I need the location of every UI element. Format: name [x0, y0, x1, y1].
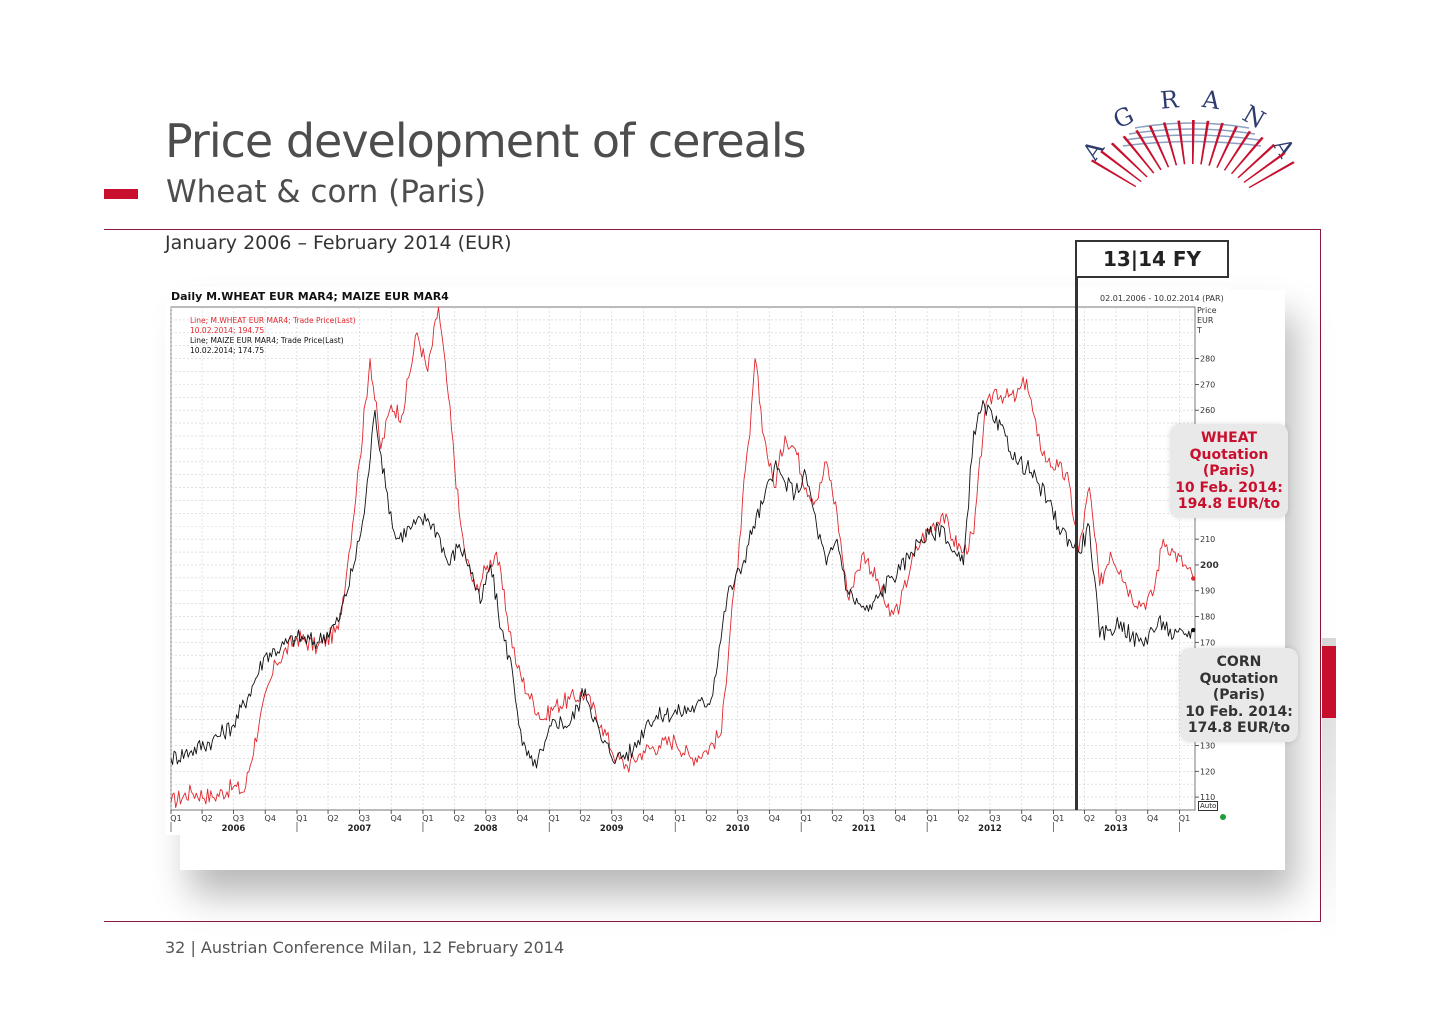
- y-tick-label: 120: [1200, 767, 1215, 776]
- callout-line: 194.8 EUR/to: [1177, 496, 1281, 512]
- x-quarter-label: Q2: [201, 814, 212, 823]
- x-quarter-label: Q3: [611, 814, 622, 823]
- series-last-point: [1191, 627, 1196, 633]
- x-quarter-label: Q2: [958, 814, 969, 823]
- y-tick-label: 200: [1200, 561, 1219, 571]
- period-label: January 2006 – February 2014 (EUR): [165, 232, 512, 254]
- y-tick-label: 110: [1200, 793, 1215, 802]
- x-quarter-label: Q2: [1084, 814, 1095, 823]
- frame-top-rule: [104, 229, 1321, 230]
- callout-line: 10 Feb. 2014:: [1175, 479, 1283, 496]
- y-tick-label: 260: [1200, 406, 1215, 415]
- fy-label-box: 13|14 FY: [1075, 240, 1229, 278]
- x-quarter-label: Q1: [170, 814, 181, 823]
- x-quarter-label: Q4: [390, 814, 401, 823]
- x-quarter-label: Q4: [769, 814, 780, 823]
- legend-entry-value: 10.02.2014; 194.75: [190, 326, 264, 335]
- x-quarter-label: Q1: [1053, 814, 1064, 823]
- x-quarter-label: Q1: [1179, 814, 1190, 823]
- callout-line: (Paris): [1202, 463, 1256, 479]
- legend-entry: Line; M.WHEAT EUR MAR4; Trade Price(Last…: [190, 316, 356, 325]
- page-title: Price development of cereals: [165, 114, 807, 168]
- y-axis-unit: Price EUR T: [1197, 306, 1217, 336]
- y-tick-label: 210: [1200, 535, 1215, 544]
- x-quarter-label: Q4: [1147, 814, 1158, 823]
- callout-line: CORN: [1216, 654, 1262, 670]
- y-tick-label: 130: [1200, 742, 1215, 751]
- x-quarter-label: Q2: [454, 814, 465, 823]
- logo-letter: A: [1200, 85, 1223, 115]
- x-quarter-label: Q1: [926, 814, 937, 823]
- logo-letter: R: [1159, 85, 1180, 115]
- page-subtitle: Wheat & corn (Paris): [166, 174, 487, 210]
- frame-right-rule: [1320, 229, 1321, 922]
- x-quarter-label: Q3: [485, 814, 496, 823]
- x-quarter-label: Q2: [832, 814, 843, 823]
- x-quarter-label: Q3: [233, 814, 244, 823]
- x-quarter-label: Q3: [737, 814, 748, 823]
- auto-scale-button[interactable]: Auto: [1198, 801, 1219, 811]
- x-quarter-label: Q1: [422, 814, 433, 823]
- x-quarter-label: Q3: [989, 814, 1000, 823]
- wheat-callout: WHEAT Quotation (Paris) 10 Feb. 2014: 19…: [1170, 424, 1288, 518]
- x-quarter-label: Q4: [895, 814, 906, 823]
- callout-line: (Paris): [1212, 687, 1266, 703]
- corn-callout: CORN Quotation (Paris) 10 Feb. 2014: 174…: [1180, 648, 1298, 742]
- chart-date-range: 02.01.2006 - 10.02.2014 (PAR): [1100, 294, 1224, 303]
- y-unit-line: EUR: [1197, 316, 1214, 325]
- callout-line: 174.8 EUR/to: [1187, 720, 1291, 736]
- legend-entry-value: 10.02.2014; 174.75: [190, 346, 264, 355]
- footer-text: 32 | Austrian Conference Milan, 12 Febru…: [165, 938, 565, 957]
- series-line-wheat: [170, 306, 1194, 809]
- series-line-maize: [170, 399, 1194, 769]
- y-tick-label: 180: [1200, 613, 1215, 622]
- agrana-logo: AGR A NA: [1085, 85, 1300, 189]
- x-year-label: 2008: [474, 824, 498, 834]
- subtitle-marker: [104, 189, 138, 199]
- x-quarter-label: Q4: [517, 814, 528, 823]
- x-quarter-label: Q2: [580, 814, 591, 823]
- x-year-label: 2007: [348, 824, 372, 834]
- x-quarter-label: Q2: [706, 814, 717, 823]
- x-year-label: 2013: [1104, 824, 1128, 834]
- right-accent-bar: [1322, 646, 1336, 718]
- x-quarter-label: Q1: [675, 814, 686, 823]
- x-quarter-label: Q1: [801, 814, 812, 823]
- x-quarter-label: Q1: [296, 814, 307, 823]
- status-dot: [1220, 814, 1226, 820]
- fy-marker-line: [1075, 276, 1078, 810]
- callout-line: WHEAT: [1200, 430, 1258, 446]
- x-quarter-label: Q1: [549, 814, 560, 823]
- x-year-label: 2011: [852, 824, 876, 834]
- frame-bottom-rule: [104, 921, 1321, 922]
- chart-title: Daily M.WHEAT EUR MAR4; MAIZE EUR MAR4: [171, 290, 449, 303]
- y-unit-line: Price: [1197, 306, 1217, 315]
- x-quarter-label: Q2: [327, 814, 338, 823]
- x-quarter-label: Q3: [863, 814, 874, 823]
- x-year-label: 2009: [600, 824, 624, 834]
- y-tick-label: 280: [1200, 355, 1215, 364]
- y-tick-label: 170: [1200, 638, 1215, 647]
- y-unit-line: T: [1197, 326, 1202, 335]
- y-tick-label: 190: [1200, 587, 1215, 596]
- x-quarter-label: Q3: [359, 814, 370, 823]
- plot-area: [170, 306, 1196, 811]
- legend-entry: Line; MAIZE EUR MAR4; Trade Price(Last): [190, 336, 344, 345]
- x-year-label: 2010: [726, 824, 750, 834]
- callout-line: Quotation: [1189, 446, 1269, 463]
- x-quarter-label: Q4: [265, 814, 276, 823]
- x-quarter-label: Q4: [643, 814, 654, 823]
- callout-line: 10 Feb. 2014:: [1185, 703, 1293, 720]
- x-year-label: 2012: [978, 824, 1002, 834]
- x-quarter-label: Q4: [1021, 814, 1032, 823]
- x-year-label: 2006: [222, 824, 246, 834]
- series-last-point: [1191, 576, 1196, 581]
- callout-line: Quotation: [1199, 670, 1279, 687]
- y-tick-label: 270: [1200, 380, 1215, 389]
- x-quarter-label: Q3: [1115, 814, 1126, 823]
